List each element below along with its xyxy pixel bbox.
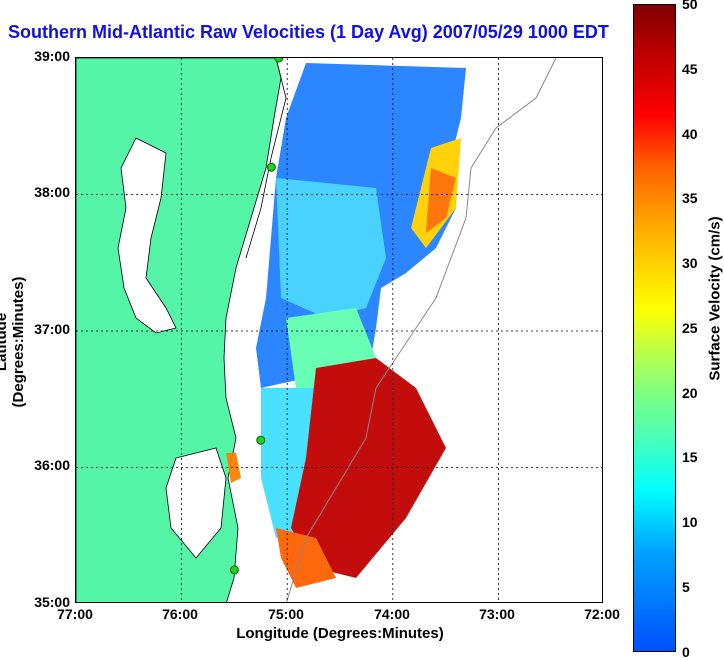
- y-axis-label: Latitude (Degrees:Minutes): [0, 276, 27, 408]
- delmarva-coast: [245, 58, 287, 259]
- colorbar-tick: 35: [682, 190, 698, 206]
- colorbar-tick: 40: [682, 126, 698, 142]
- station-marker: [266, 162, 276, 172]
- radar-stations: [229, 58, 284, 575]
- map-svg: [76, 58, 602, 602]
- pamlico-sound: [165, 447, 227, 559]
- colorbar-tick: 0: [682, 644, 690, 660]
- x-tick-label: 73:00: [479, 606, 515, 622]
- x-axis-label: Longitude (Degrees:Minutes): [236, 625, 444, 642]
- figure-title: Southern Mid-Atlantic Raw Velocities (1 …: [8, 22, 609, 42]
- y-tick-label: 38:00: [34, 184, 70, 200]
- y-tick-label: 36:00: [34, 457, 70, 473]
- colorbar-tick: 20: [682, 385, 698, 401]
- y-tick-label: 35:00: [34, 594, 70, 610]
- map-plot-area[interactable]: [75, 57, 603, 603]
- x-tick-label: 77:00: [57, 606, 93, 622]
- colorbar: [633, 4, 676, 652]
- grid-lines: [76, 58, 602, 602]
- station-marker: [256, 435, 266, 445]
- velocity-field: [226, 63, 466, 588]
- station-marker: [274, 58, 284, 63]
- shelf-contour: [286, 58, 557, 602]
- y-tick-label: 37:00: [34, 321, 70, 337]
- colorbar-tick: 45: [682, 61, 698, 77]
- colorbar-tick: 30: [682, 255, 698, 271]
- colorbar-tick: 25: [682, 320, 698, 336]
- x-tick-label: 75:00: [268, 606, 304, 622]
- colorbar-tick: 10: [682, 514, 698, 530]
- chesapeake-bay: [117, 137, 177, 334]
- x-tick-label: 74:00: [374, 606, 410, 622]
- colorbar-tick: 50: [682, 0, 698, 12]
- station-marker: [229, 565, 239, 575]
- y-tick-label: 39:00: [34, 48, 70, 64]
- colorbar-label: Surface Velocity (cm/s): [706, 216, 724, 381]
- x-tick-label: 72:00: [584, 606, 620, 622]
- colorbar-tick: 5: [682, 579, 690, 595]
- x-tick-label: 76:00: [162, 606, 198, 622]
- colorbar-tick: 15: [682, 449, 698, 465]
